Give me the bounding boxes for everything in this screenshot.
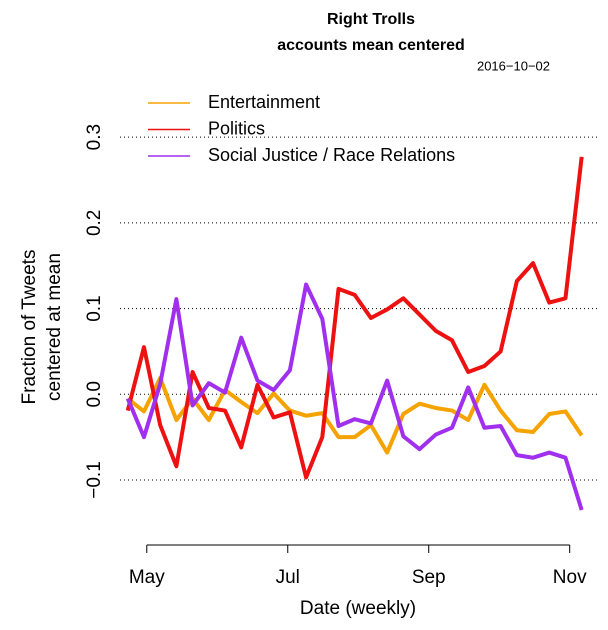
x-tick-label: Jul — [276, 567, 300, 588]
series-line — [125, 156, 584, 480]
y-axis-title: Fraction of Tweets — [19, 250, 40, 405]
series-line — [125, 282, 584, 511]
y-tick-label: 0.1 — [84, 295, 105, 321]
y-tick-label: 0.2 — [84, 210, 105, 236]
x-axis-title: Date (weekly) — [300, 598, 416, 619]
x-tick-label: Nov — [553, 567, 587, 588]
date-annotation: 2016−10−02 — [477, 58, 550, 73]
legend-label: Politics — [208, 118, 265, 138]
chart-subtitle: accounts mean centered — [277, 37, 465, 54]
y-axis-title: centered at mean — [44, 253, 65, 401]
legend-label: Social Justice / Race Relations — [208, 145, 455, 165]
x-tick-label: May — [129, 567, 165, 588]
chart-title: Right Trolls — [327, 11, 415, 28]
y-tick-label: 0.3 — [84, 124, 105, 150]
y-tick-label: −0.1 — [84, 461, 105, 499]
x-tick-label: Sep — [412, 567, 446, 588]
y-tick-label: 0.0 — [84, 381, 105, 407]
legend-label: Entertainment — [208, 92, 320, 112]
series-line — [126, 376, 584, 455]
